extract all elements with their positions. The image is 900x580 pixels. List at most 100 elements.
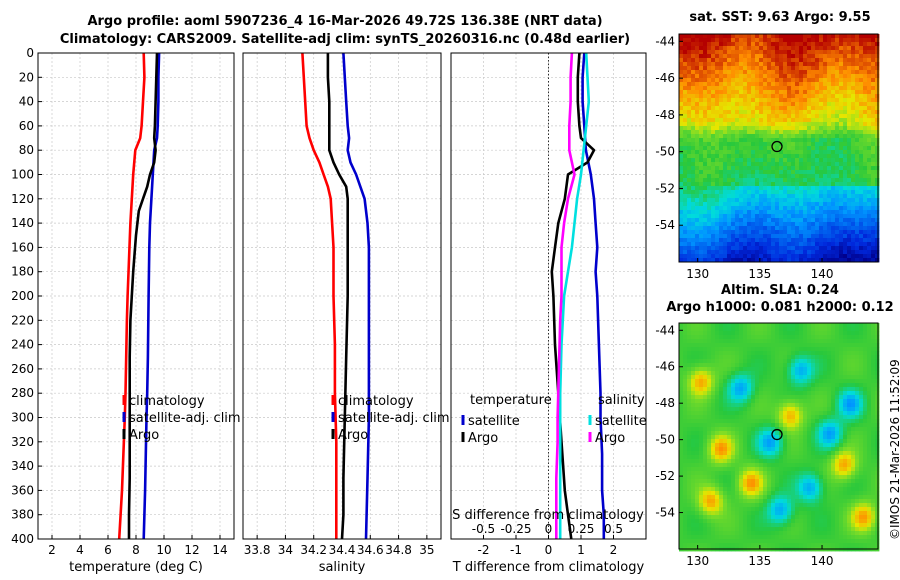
sla_map-ytick-label: -46 <box>655 360 675 374</box>
difference-series-salinity-Argo <box>554 52 576 539</box>
depth-tick-label: 160 <box>11 240 34 254</box>
temperature-series-argo <box>127 52 159 539</box>
depth-tick-label: 300 <box>11 411 34 425</box>
depth-tick-label: 280 <box>11 386 34 400</box>
depth-tick-label: 380 <box>11 508 34 522</box>
sst_map-frame <box>678 33 879 263</box>
depth-tick-label: 80 <box>19 143 34 157</box>
sst_map-ytick-label: -44 <box>655 34 675 48</box>
sst_map-image <box>679 34 880 263</box>
depth-tick-label: 0 <box>26 46 34 60</box>
sst_map-xtick-label: 130 <box>686 267 709 281</box>
temperature-legend-label: climatology <box>129 394 205 409</box>
depth-tick-label: 140 <box>11 216 34 230</box>
difference-xlabel2: S difference from climatology <box>452 508 644 523</box>
depth-tick-label: 60 <box>19 119 34 133</box>
temperature-series-climatology <box>117 52 146 540</box>
difference-xtick-label: -1 <box>510 543 522 557</box>
sst_map-xtick-label: 135 <box>748 267 771 281</box>
sla_map-ytick-label: -50 <box>655 433 675 447</box>
sst_map-xtick-label: 140 <box>811 267 834 281</box>
sla_map-frame <box>678 322 879 550</box>
difference-right-legend-label: Argo <box>595 431 625 446</box>
salinity-series-climatology <box>301 52 338 539</box>
figure-title-line1: Argo profile: aoml 5907236_4 16-Mar-2026… <box>87 14 603 29</box>
depth-tick-label: 400 <box>11 532 34 546</box>
salinity-series-argo <box>326 53 350 540</box>
difference-legend-right-title: salinity <box>598 393 645 408</box>
depth-tick-label: 40 <box>19 95 34 109</box>
difference-xtick-label: -2 <box>478 543 490 557</box>
difference-xtick-label: 1 <box>577 543 585 557</box>
sla_map-image <box>679 323 880 552</box>
depth-tick-label: 20 <box>19 70 34 84</box>
temperature-xtick-label: 10 <box>156 543 171 557</box>
difference-left-legend-label: Argo <box>468 431 498 446</box>
temperature-xtick-label: 8 <box>132 543 140 557</box>
temperature-legend-label: Argo <box>129 428 159 443</box>
sst-map-title: sat. SST: 9.63 Argo: 9.55 <box>689 10 871 25</box>
salinity-xtick-label: 33.8 <box>244 543 271 557</box>
difference-xtick2-label: -0.5 <box>472 522 495 536</box>
sst_map-argo-marker <box>771 140 783 153</box>
difference-xlabel: T difference from climatology <box>452 560 645 575</box>
depth-tick-label: 180 <box>11 265 34 279</box>
depth-tick-label: 320 <box>11 435 34 449</box>
depth-tick-label: 220 <box>11 313 34 327</box>
salinity-xtick-label: 34.4 <box>329 543 356 557</box>
difference-xtick2-label: 0.5 <box>604 522 623 536</box>
sla_map-xtick-label: 130 <box>686 554 709 568</box>
difference-xtick2-label: -0.25 <box>500 522 531 536</box>
depth-tick-label: 340 <box>11 459 34 473</box>
sst_map-ytick-label: -50 <box>655 145 675 159</box>
difference-xtick2-label: 0 <box>545 522 553 536</box>
temperature-xtick-label: 12 <box>184 543 199 557</box>
sla-map-title: Altim. SLA: 0.24 <box>721 283 839 298</box>
sst_map-ytick-label: -54 <box>655 218 675 232</box>
sst_map-ytick-label: -46 <box>655 71 675 85</box>
salinity-xtick-label: 34.2 <box>300 543 327 557</box>
depth-tick-label: 360 <box>11 483 34 497</box>
sla_map-xtick-label: 135 <box>748 554 771 568</box>
sla_map-ytick-label: -54 <box>655 506 675 520</box>
temperature-xlabel: temperature (deg C) <box>69 560 203 575</box>
temperature-xtick-label: 4 <box>76 543 84 557</box>
depth-tick-label: 240 <box>11 338 34 352</box>
difference-xtick2-label: 0.25 <box>568 522 595 536</box>
depth-tick-label: 260 <box>11 362 34 376</box>
salinity-xtick-label: 34.6 <box>357 543 384 557</box>
sst_map-ytick-label: -48 <box>655 108 675 122</box>
salinity-legend-label: Argo <box>338 428 368 443</box>
temperature-xtick-label: 2 <box>48 543 56 557</box>
salinity-xtick-label: 35 <box>419 543 434 557</box>
temperature-xtick-label: 6 <box>104 543 112 557</box>
salinity-legend-label: satellite-adj. clim <box>338 411 450 426</box>
difference-right-legend-label: satellite <box>595 414 647 429</box>
sst_map-ytick-label: -52 <box>655 181 675 195</box>
sla_map-ytick-label: -52 <box>655 469 675 483</box>
temperature-legend-label: satellite-adj. clim <box>129 411 241 426</box>
difference-legend-left-title: temperature <box>470 393 552 408</box>
salinity-legend-label: climatology <box>338 394 414 409</box>
temperature-series-satellite-adj-clim <box>142 52 161 540</box>
difference-left-legend-label: satellite <box>468 414 520 429</box>
salinity-xtick-label: 34 <box>278 543 293 557</box>
temperature-xtick-label: 14 <box>212 543 227 557</box>
difference-xtick-label: 0 <box>545 543 553 557</box>
depth-tick-label: 120 <box>11 192 34 206</box>
depth-tick-label: 100 <box>11 168 34 182</box>
salinity-series-satellite-adj-clim <box>342 52 371 540</box>
difference-series-temperature-satellite <box>581 52 606 539</box>
figure-title-line2: Climatology: CARS2009. Satellite-adj cli… <box>59 32 631 47</box>
difference-series-salinity-satellite <box>558 52 591 539</box>
salinity-xlabel: salinity <box>319 560 366 575</box>
sla_map-xtick-label: 140 <box>811 554 834 568</box>
sla_map-ytick-label: -48 <box>655 396 675 410</box>
sla_map-ytick-label: -44 <box>655 323 675 337</box>
sla_map-argo-marker <box>771 428 783 441</box>
depth-tick-label: 200 <box>11 289 34 303</box>
sla-map-subtitle: Argo h1000: 0.081 h2000: 0.12 <box>666 300 894 315</box>
difference-xtick-label: 2 <box>610 543 618 557</box>
